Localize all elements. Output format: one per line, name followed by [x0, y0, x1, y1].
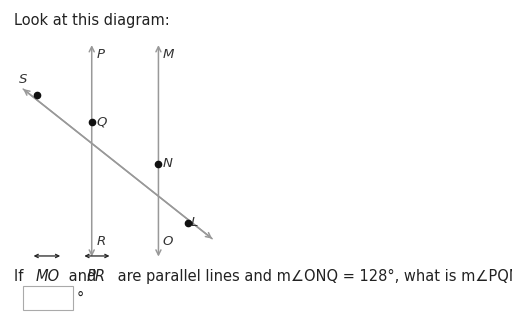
Text: PR: PR: [86, 269, 105, 284]
Text: Q: Q: [96, 115, 106, 128]
Text: Look at this diagram:: Look at this diagram:: [14, 13, 169, 27]
Text: and: and: [64, 269, 101, 284]
Text: N: N: [163, 157, 173, 170]
Text: M: M: [163, 48, 174, 61]
Text: R: R: [96, 235, 105, 249]
Text: P: P: [96, 48, 104, 61]
FancyBboxPatch shape: [23, 286, 73, 310]
Text: L: L: [190, 216, 198, 229]
Text: MO: MO: [35, 269, 59, 284]
Text: are parallel lines and m∠ONQ = 128°, what is m∠PQN?: are parallel lines and m∠ONQ = 128°, wha…: [113, 269, 512, 284]
Text: °: °: [77, 291, 84, 306]
Text: S: S: [19, 73, 27, 86]
Text: O: O: [163, 235, 173, 249]
Text: If: If: [14, 269, 28, 284]
